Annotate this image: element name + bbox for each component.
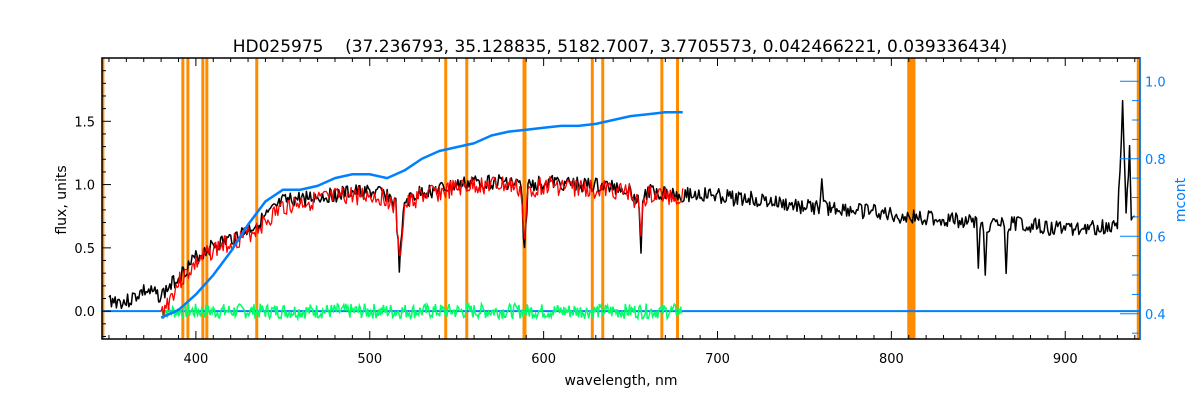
axes: 400 500 600 700 800 900 0.0 0.5 1.0 1.5 0.4 0.6 0.8 1… [74,58,1166,367]
x-tick-label: 900 [1053,352,1078,367]
chart-title: HD025975 (37.236793, 35.128835, 5182.700… [233,37,1008,57]
x-tick-label: 500 [357,352,382,367]
y2-tick-label: 0.4 [1145,308,1166,323]
y2-tick-label: 0.6 [1145,230,1166,245]
x-tick-label: 800 [879,352,904,367]
y-tick-label: 1.5 [74,115,95,130]
continuum-series [160,111,683,319]
y2-axis-label: mcont [1173,177,1189,222]
y2-tick-label: 0.8 [1145,153,1166,168]
x-tick-label: 600 [531,352,556,367]
model-series [160,176,684,319]
x-tick-label: 400 [183,352,208,367]
x-tick-label: 700 [705,352,730,367]
y-tick-label: 0.0 [74,305,95,320]
x-axis-label: wavelength, nm [565,373,678,389]
y-tick-label: 1.0 [74,179,95,194]
y2-tick-label: 1.0 [1145,75,1166,90]
y-tick-label: 0.5 [74,242,95,257]
residual-series [160,300,683,322]
y-axis-label: flux, units [54,165,70,234]
mask-lines [101,58,1140,339]
series-group [102,99,1140,322]
